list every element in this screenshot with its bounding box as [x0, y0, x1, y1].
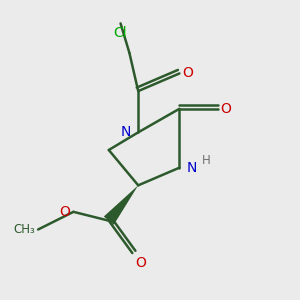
Text: H: H: [202, 154, 210, 167]
Polygon shape: [104, 185, 138, 225]
Text: Cl: Cl: [114, 26, 128, 40]
Text: N: N: [187, 161, 197, 175]
Text: O: O: [182, 66, 193, 80]
Text: N: N: [121, 125, 131, 139]
Text: O: O: [221, 102, 232, 116]
Text: O: O: [135, 256, 146, 270]
Text: O: O: [60, 205, 70, 219]
Text: CH₃: CH₃: [14, 223, 35, 236]
